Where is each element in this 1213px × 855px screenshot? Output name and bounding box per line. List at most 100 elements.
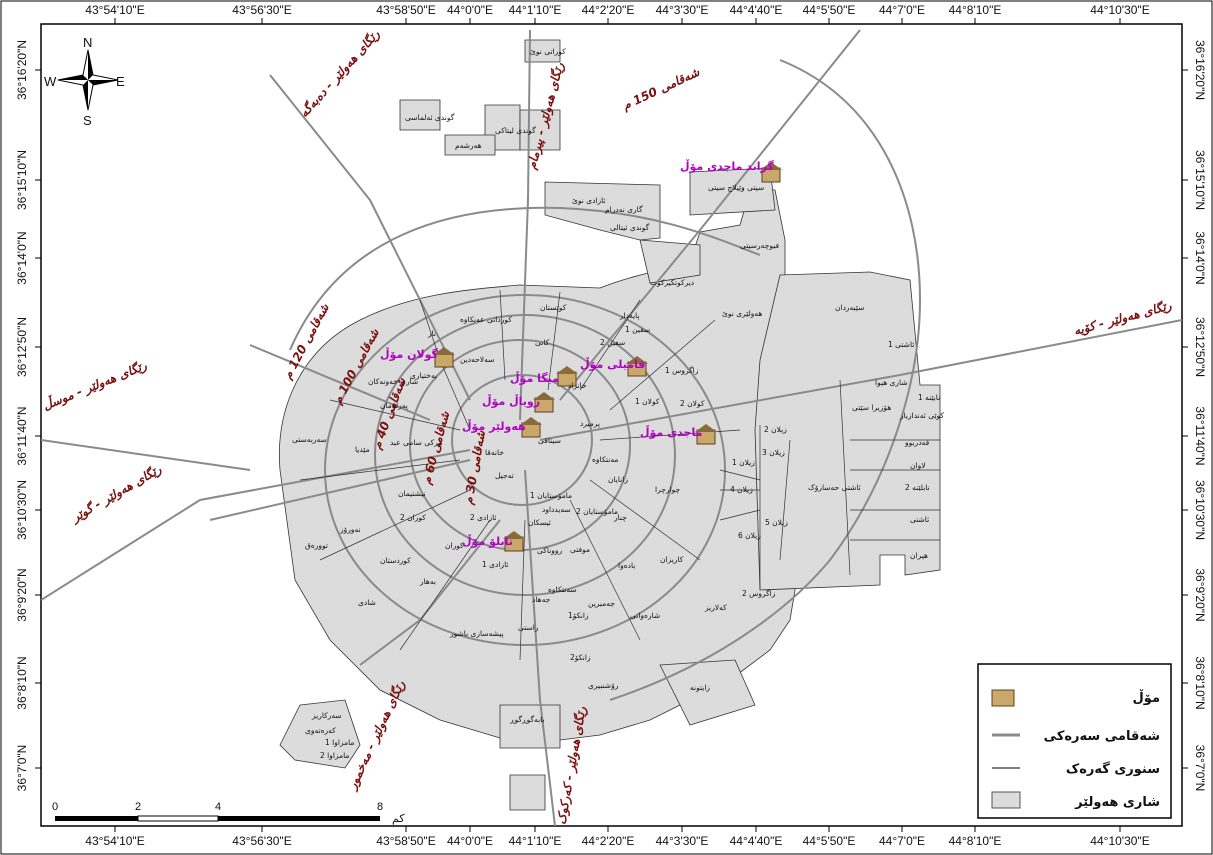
neighbourhood-label: مەنتکاوە <box>592 455 618 464</box>
lon-label: 44°5'50"E <box>803 3 856 17</box>
neighbourhood-label: زاگروس 2 <box>742 589 776 598</box>
ring-60 <box>374 314 676 596</box>
mall-label: فامیلی مۆڵ <box>580 357 645 371</box>
neighbourhood-label: زیلان 3 <box>762 448 785 457</box>
neighbourhood-label: بادەوا <box>618 561 635 570</box>
lat-label: 36°10'30"N <box>1193 480 1207 540</box>
neighbourhood-label: سەلاحەدین <box>460 355 494 364</box>
neighbourhood-label: جەمبرین <box>588 599 615 608</box>
neighbourhood-label: نابلێنە 2 <box>905 483 930 492</box>
neighbourhood-label: هەولێری نوێ <box>722 309 762 318</box>
district-borders <box>299 289 940 661</box>
neighbourhood-label: ئاشتی حەسارۆک <box>808 483 861 492</box>
lon-label: 43°54'10"E <box>85 834 144 848</box>
neighbourhood-label: خانەقا <box>485 448 504 457</box>
lat-label: 36°11'40"N <box>1193 406 1207 465</box>
mall-label: هەولێر مۆڵ <box>462 419 526 433</box>
neighbourhood-label: نەورۆز <box>339 525 361 534</box>
lon-label: 44°7'0"E <box>879 3 925 17</box>
neighbourhood-label: چوارچرا <box>655 485 680 494</box>
neighbourhood-label: جەهاد <box>532 595 551 604</box>
legend-border-row: سنوری گەرەک <box>992 761 1160 777</box>
legend-border-label: سنوری گەرەک <box>1066 761 1160 777</box>
lat-label: 36°7'0"N <box>1193 745 1207 792</box>
neighbourhood-label: کەرەتەوی <box>305 726 336 735</box>
neighbourhood-label: نابێنە 1 <box>918 393 940 402</box>
neighbourhood-label: زایتونە <box>690 683 710 692</box>
lon-label: 43°56'30"E <box>232 834 291 848</box>
neighbourhood-label: گاری نەدرام <box>605 205 643 214</box>
neighbourhood-label: بابەگوڕگوڕ <box>509 715 545 724</box>
village-north-3 <box>519 109 561 151</box>
neighbourhood-label: مامۆستایان 2 <box>576 507 618 516</box>
scale-unit-label: کم <box>392 813 405 825</box>
city-east-area <box>754 271 941 591</box>
lon-label: 44°4'40"E <box>730 3 783 17</box>
neighbourhood-label: پایەدار <box>619 311 640 320</box>
neighbourhood-label: سفین 1 <box>625 325 650 334</box>
neighbourhood-label: شاری هیوا <box>875 378 908 387</box>
neighbourhood-label: هۆزیرا سێتی <box>852 403 891 412</box>
lon-label: 44°5'50"E <box>803 834 856 848</box>
mall-marker: فامیلی مۆڵ <box>580 356 648 377</box>
lat-label: 36°15'10"N <box>15 150 29 210</box>
neighbourhood-label: کولان 1 <box>635 397 660 406</box>
lon-label: 43°58'50"E <box>376 3 435 17</box>
neighbourhood-label: کوردستان <box>380 556 411 565</box>
lat-label: 36°14'0"N <box>1193 231 1207 284</box>
city-south-area-2 <box>659 659 756 726</box>
lat-label: 36°8'10"N <box>1193 656 1207 709</box>
city-south-area <box>499 704 561 749</box>
lon-label: 44°2'20"E <box>582 834 635 848</box>
neighbourhood-label: زاگروس 1 <box>665 366 699 375</box>
neighbourhood-label: چنار <box>613 513 627 522</box>
neighbourhood-label: گوندی ئەلماسی <box>405 113 455 122</box>
lon-label: 44°10'30"E <box>1090 834 1149 848</box>
north-label: N <box>83 35 92 50</box>
lon-label: 44°2'20"E <box>582 3 635 17</box>
neighbourhood-label: دیرکوتکیرکوت <box>650 278 694 287</box>
neighbourhood-label: ئازادی نوێ <box>572 196 606 205</box>
legend-main-road-label: شەقامی سەرەکی <box>1044 729 1160 744</box>
neighbourhood-label: شارەوانی <box>630 611 660 620</box>
neighbourhood-label: کاریزان <box>660 555 684 564</box>
mall-marker: رویاڵ مۆڵ <box>482 392 555 413</box>
right-latitude-labels: 36°16'20"N 36°15'10"N 36°14'0"N 36°12'50… <box>1193 40 1207 791</box>
south-label: S <box>83 113 92 128</box>
lon-label: 44°3'30"E <box>656 3 709 17</box>
malls: گراند ماجدی مۆڵ گولان مۆڵ فامیلی مۆڵ میگ… <box>380 159 782 552</box>
neighbourhood-label: سیتی وێیلاج سیتی <box>708 183 764 192</box>
neighbourhood-label: ئاشتی 1 <box>888 340 914 349</box>
neighbourhood-label: سەربەستی <box>292 435 327 444</box>
lon-label: 43°58'50"E <box>376 834 435 848</box>
neighbourhood-label: سێبەردان <box>835 303 864 312</box>
neighbourhood-label: تەجیل <box>495 471 514 480</box>
lon-label: 44°10'30"E <box>1090 3 1149 17</box>
mall-marker: گولان مۆڵ <box>380 347 455 368</box>
neighbourhood-label: کوراتی نوێ <box>530 47 566 56</box>
neighbourhood-label: زانکۆ2 <box>570 653 591 662</box>
neighbourhood-label: نیشتیمان <box>398 489 426 498</box>
lat-label: 36°15'10"N <box>1193 150 1207 210</box>
neighbourhood-label: زیلان 5 <box>765 518 788 527</box>
neighbourhood-label: مێدیا <box>355 445 370 454</box>
lon-label: 44°1'10"E <box>509 3 562 17</box>
lon-label: 43°54'10"E <box>85 3 144 17</box>
neighbourhood-label: بیرکی سامی عبد <box>390 438 443 447</box>
mall-icon <box>991 689 1015 707</box>
lon-label: 44°0'0"E <box>447 3 493 17</box>
neighbourhood-label: سەرکاریز <box>311 711 342 720</box>
legend: مۆڵ شەقامی سەرەکی سنوری گەرەک شاری هەولێ… <box>977 663 1172 819</box>
neighbourhood-label: گوندی ئیتالی <box>610 223 650 232</box>
west-label: W <box>44 74 57 89</box>
neighbourhood-label: ئازادی 1 <box>482 560 508 569</box>
neighbourhood-label: کولان 2 <box>680 399 705 408</box>
neighbourhood-label: سەیدداود <box>542 505 571 514</box>
neighbourhood-label: سیتاقی <box>538 436 561 445</box>
lat-label: 36°16'20"N <box>15 40 29 100</box>
north-arrow: N S E W <box>44 35 125 128</box>
neighbourhood-label: توورەق <box>305 541 328 550</box>
neighbourhood-label: کوێستان <box>540 303 567 312</box>
lat-label: 36°9'20"N <box>15 568 29 621</box>
scale-bar: 0 2 4 8 کم <box>52 801 405 825</box>
